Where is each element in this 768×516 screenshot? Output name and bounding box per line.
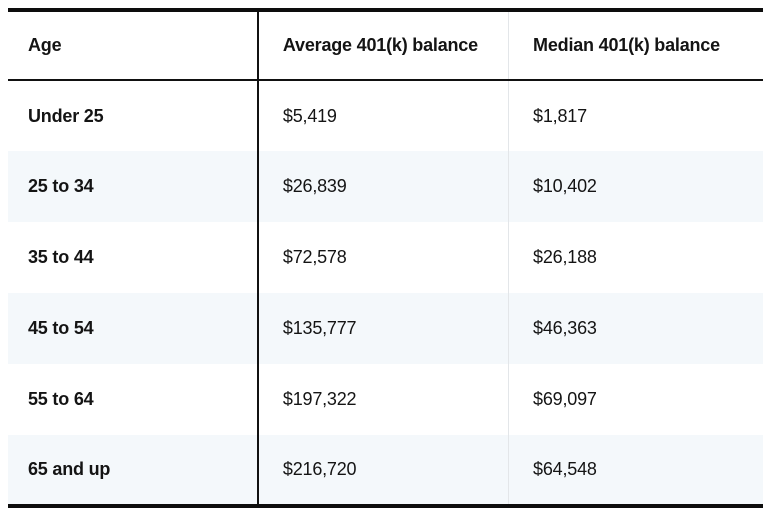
average-balance-cell: $197,322 (257, 364, 510, 435)
table-row-65-and-up: 65 and up $216,720 $64,548 (8, 435, 763, 506)
average-balance-cell: $135,777 (257, 293, 510, 364)
column-header-age: Age (8, 10, 259, 81)
age-cell: 25 to 34 (8, 151, 259, 222)
column-header-median-balance: Median 401(k) balance (508, 10, 763, 81)
average-balance-cell: $72,578 (257, 222, 510, 293)
age-cell: Under 25 (8, 80, 259, 151)
table-row-45-to-54: 45 to 54 $135,777 $46,363 (8, 293, 763, 364)
median-balance-cell: $1,817 (533, 105, 587, 126)
median-balance-cell: $46,363 (533, 318, 597, 338)
average-balance-cell: $26,839 (257, 151, 510, 222)
median-balance-cell: $64,548 (533, 459, 597, 479)
median-balance-cell: $10,402 (533, 176, 597, 196)
age-cell: 45 to 54 (8, 293, 259, 364)
table-body: Under 25 $5,419 $1,817 25 to 34 $26,839 … (8, 80, 763, 506)
header-row: Age Average 401(k) balance Median 401(k)… (8, 10, 763, 81)
401k-balance-table: Age Average 401(k) balance Median 401(k)… (8, 8, 763, 508)
table-row-35-to-44: 35 to 44 $72,578 $26,188 (8, 222, 763, 293)
average-balance-cell: $216,720 (257, 435, 510, 506)
average-balance-cell: $5,419 (257, 80, 510, 151)
median-balance-cell: $26,188 (533, 247, 597, 267)
age-cell: 35 to 44 (8, 222, 259, 293)
table-row-under-25: Under 25 $5,419 $1,817 (8, 80, 763, 151)
table-row-55-to-64: 55 to 64 $197,322 $69,097 (8, 364, 763, 435)
age-cell: 65 and up (8, 435, 259, 506)
median-balance-cell: $69,097 (533, 389, 597, 409)
table-row-25-to-34: 25 to 34 $26,839 $10,402 (8, 151, 763, 222)
table-header: Age Average 401(k) balance Median 401(k)… (8, 10, 763, 81)
401k-balance-table-container: Age Average 401(k) balance Median 401(k)… (8, 8, 763, 508)
age-cell: 55 to 64 (8, 364, 259, 435)
column-header-average-balance: Average 401(k) balance (257, 10, 510, 81)
